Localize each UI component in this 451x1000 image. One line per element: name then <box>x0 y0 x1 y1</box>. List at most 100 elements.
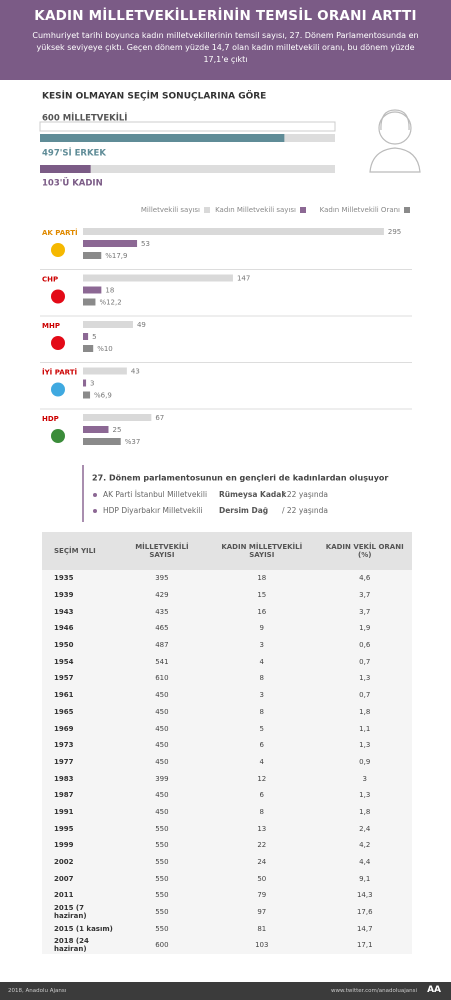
column-header: SEÇİM YILI <box>42 532 118 570</box>
table-row: 1954 541 4 0,7 <box>42 653 412 670</box>
party-name: AK PARTİ <box>42 228 78 237</box>
value-label: %10 <box>97 345 113 353</box>
value-label: %12,2 <box>99 299 121 307</box>
note-name: Rümeysa Kadak <box>219 490 287 499</box>
table-cell: 2018 (24 haziran) <box>54 937 89 954</box>
header-row: SEÇİM YILI MİLLETVEKİLİ SAYISI KADIN MİLLE… <box>42 532 412 570</box>
table-cell: 3 <box>362 774 367 783</box>
women-bar <box>40 165 91 173</box>
party-logo <box>51 429 65 443</box>
table-cell: 550 <box>155 874 169 883</box>
subtitle: Cumhuriyet tarihi boyunca kadın milletve… <box>32 31 419 64</box>
note-name: Dersim Dağ <box>219 506 268 515</box>
table-cell: 1943 <box>54 607 74 616</box>
women-track <box>40 165 335 173</box>
table-row: 1983 399 12 3 <box>42 770 412 787</box>
table-cell: 395 <box>155 574 169 583</box>
bar <box>83 252 102 259</box>
table-cell: 1987 <box>54 791 74 800</box>
value-label: 25 <box>113 426 122 434</box>
legend-label: Kadın Milletvekili sayısı <box>215 206 296 214</box>
men-bar <box>40 134 285 142</box>
url: www.twitter.com/anadoluajansi <box>331 988 417 994</box>
table-cell: 450 <box>155 691 169 700</box>
table-cell: 1,1 <box>359 724 371 733</box>
note-title: 27. Dönem parlamentosunun en gençleri de… <box>92 474 388 483</box>
value-label: 147 <box>237 275 250 283</box>
value-label: %37 <box>125 438 141 446</box>
table-cell: 2011 <box>54 891 74 900</box>
men-label: 497'Sİ ERKEK <box>42 148 106 159</box>
table-row: 1965 450 8 1,8 <box>42 704 412 721</box>
table-cell: 4,2 <box>359 841 371 850</box>
bar <box>83 379 87 387</box>
table-cell: 14,7 <box>356 924 373 933</box>
table-cell: 1946 <box>54 624 74 633</box>
table-cell: 1995 <box>54 824 74 833</box>
bar <box>83 286 102 294</box>
table-row: 1969 450 5 1,1 <box>42 720 412 737</box>
column-header: KADIN MİLLETVEKİLİ SAYISI <box>206 532 318 570</box>
table-cell: 24 <box>257 858 267 867</box>
table-row: 1973 450 6 1,3 <box>42 737 412 754</box>
table-cell: 541 <box>155 657 169 666</box>
value-label: %6,9 <box>94 392 112 400</box>
table-cell: 79 <box>257 891 267 900</box>
table-cell: 2015 (7 haziran) <box>54 904 87 921</box>
table-cell: 17,1 <box>356 941 373 950</box>
note-role: HDP Diyarbakır Milletvekili <box>103 506 202 515</box>
table-cell: 3 <box>259 641 265 650</box>
table-cell: 0,9 <box>359 757 371 766</box>
table-cell: 1939 <box>54 591 74 600</box>
table-cell: 429 <box>155 591 169 600</box>
charts: KESİN OLMAYAN SEÇİM SONUÇLARINA GÖRE 600… <box>39 91 421 522</box>
table-cell: 1969 <box>54 724 74 733</box>
table-cell: 450 <box>155 707 169 716</box>
table-cell: 450 <box>155 724 169 733</box>
table: SEÇİM YILI MİLLETVEKİLİ SAYISI KADIN MİLLE… <box>42 532 412 954</box>
table-row: 1946 465 9 1,9 <box>42 620 412 637</box>
summary-heading: KESİN OLMAYAN SEÇİM SONUÇLARINA GÖRE <box>42 91 266 102</box>
table-row: 1957 610 8 1,3 <box>42 670 412 687</box>
party-name: HDP <box>42 415 59 423</box>
table-cell: 550 <box>155 841 169 850</box>
table-cell: 1,8 <box>359 807 371 816</box>
legend-swatch <box>204 207 210 213</box>
table-cell: 450 <box>155 791 169 800</box>
table-cell: 97 <box>257 908 267 917</box>
table-cell: 81 <box>257 924 267 933</box>
table-cell: 1950 <box>54 641 74 650</box>
table-cell: 8 <box>259 674 265 683</box>
bar <box>83 228 384 235</box>
table-row: 1987 450 6 1,3 <box>42 787 412 804</box>
table-cell: 2002 <box>54 858 74 867</box>
table-row: 2015 (1 kasım) 550 81 14,7 <box>42 920 412 937</box>
table-cell: 8 <box>259 807 265 816</box>
party-logo <box>51 336 65 350</box>
table-cell: 1999 <box>54 841 74 850</box>
total-label: 600 MİLLETVEKİLİ <box>42 113 127 124</box>
woman-icon <box>369 109 421 173</box>
table-cell: 3 <box>259 691 265 700</box>
note-age: / 22 yaşında <box>282 506 328 515</box>
party-name: CHP <box>42 276 58 284</box>
table-cell: 3,7 <box>359 607 371 616</box>
table-cell: 14,3 <box>356 891 373 900</box>
table-cell: 22 <box>257 841 267 850</box>
party-logo <box>51 243 65 257</box>
table-cell: 5 <box>259 724 265 733</box>
table-row: 2011 550 79 14,3 <box>42 887 412 904</box>
table-cell: 435 <box>155 607 169 616</box>
credit: 2018, Anadolu Ajansı <box>8 988 67 994</box>
note-age: / 22 yaşında <box>282 490 328 499</box>
table-cell: 9 <box>259 624 265 633</box>
table-cell: 4,6 <box>359 574 371 583</box>
bar <box>83 274 233 282</box>
bar <box>83 426 109 433</box>
table-cell: 465 <box>155 624 169 633</box>
table-cell: 2015 (1 kasım) <box>54 924 113 933</box>
table-cell: 610 <box>155 674 169 683</box>
value-label: 5 <box>92 333 96 341</box>
table-cell: 0,7 <box>359 691 371 700</box>
value-label: 18 <box>105 287 114 295</box>
